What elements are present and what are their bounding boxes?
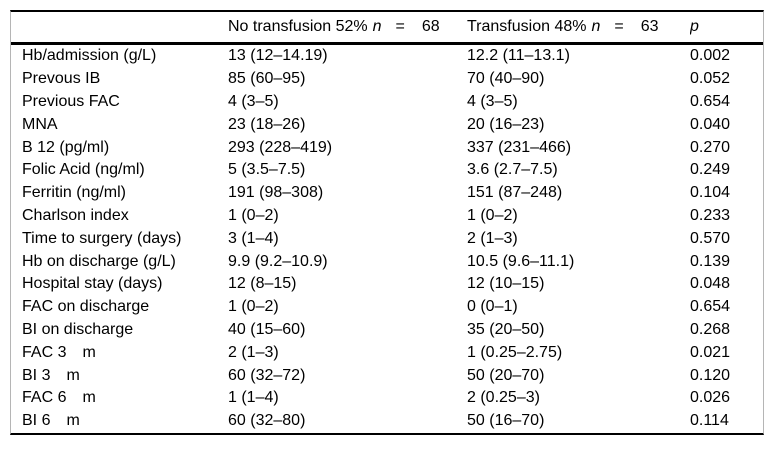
row-label: FAC 3 m xyxy=(22,343,96,361)
row-label: B 12 (pg/ml) xyxy=(22,138,110,156)
transfusion-value: 50 (20–70) xyxy=(467,366,545,384)
table-row: B 12 (pg/ml) 293 (228–419) 337 (231–466)… xyxy=(11,136,763,159)
no-transfusion-value: 5 (3.5–7.5) xyxy=(228,161,306,179)
table-row: BI 6 m 60 (32–80) 50 (16–70) 0.114 xyxy=(11,410,763,433)
table-row: MNA 23 (18–26) 20 (16–23) 0.040 xyxy=(11,113,763,136)
no-transfusion-value: 2 (1–3) xyxy=(228,343,279,361)
p-value: 0.139 xyxy=(690,252,731,270)
transfusion-value: 2 (1–3) xyxy=(467,229,518,247)
transfusion-value: 151 (87–248) xyxy=(467,184,563,202)
table-row: Prevous IB 85 (60–95) 70 (40–90) 0.052 xyxy=(11,68,763,91)
row-label: Time to surgery (days) xyxy=(22,229,182,247)
p-value: 0.654 xyxy=(690,92,731,110)
p-value: 0.002 xyxy=(690,47,731,65)
header-transfusion-equals: = xyxy=(614,18,624,35)
no-transfusion-value: 1 (1–4) xyxy=(228,389,279,407)
p-value: 0.233 xyxy=(690,206,731,224)
transfusion-value: 0 (0–1) xyxy=(467,298,518,316)
p-value: 0.040 xyxy=(690,115,731,133)
transfusion-value: 1 (0–2) xyxy=(467,206,518,224)
row-label: Previous FAC xyxy=(22,92,120,110)
p-value: 0.120 xyxy=(690,366,731,384)
transfusion-value: 70 (40–90) xyxy=(467,70,545,88)
table-row: Hb/admission (g/L) 13 (12–14.19) 12.2 (1… xyxy=(11,45,763,68)
p-value: 0.104 xyxy=(690,184,731,202)
p-value: 0.021 xyxy=(690,343,731,361)
no-transfusion-value: 85 (60–95) xyxy=(228,70,306,88)
table-row: Folic Acid (ng/ml) 5 (3.5–7.5) 3.6 (2.7–… xyxy=(11,159,763,182)
header-transfusion-n-symbol: n xyxy=(591,18,601,35)
p-value: 0.268 xyxy=(690,320,731,338)
row-label: BI on discharge xyxy=(22,320,134,338)
p-value: 0.048 xyxy=(690,275,731,293)
transfusion-value: 2 (0.25–3) xyxy=(467,389,540,407)
transfusion-value: 20 (16–23) xyxy=(467,115,545,133)
p-value: 0.052 xyxy=(690,70,731,88)
no-transfusion-value: 3 (1–4) xyxy=(228,229,279,247)
table-row: Previous FAC 4 (3–5) 4 (3–5) 0.654 xyxy=(11,91,763,114)
table-row: Hb on discharge (g/L) 9.9 (9.2–10.9) 10.… xyxy=(11,250,763,273)
transfusion-value: 12.2 (11–13.1) xyxy=(467,47,570,65)
row-label: Hospital stay (days) xyxy=(22,275,163,293)
p-value: 0.270 xyxy=(690,138,731,156)
transfusion-value: 1 (0.25–2.75) xyxy=(467,343,563,361)
row-label: Hb on discharge (g/L) xyxy=(22,252,176,270)
table-row: Charlson index 1 (0–2) 1 (0–2) 0.233 xyxy=(11,205,763,228)
table-row: Ferritin (ng/ml) 191 (98–308) 151 (87–24… xyxy=(11,182,763,205)
no-transfusion-value: 1 (0–2) xyxy=(228,206,279,224)
no-transfusion-value: 9.9 (9.2–10.9) xyxy=(228,252,328,270)
no-transfusion-value: 12 (8–15) xyxy=(228,275,297,293)
p-value: 0.570 xyxy=(690,229,731,247)
transfusion-value: 12 (10–15) xyxy=(467,275,545,293)
header-no-transfusion-equals: = xyxy=(395,18,405,35)
transfusion-value: 35 (20–50) xyxy=(467,320,545,338)
no-transfusion-value: 60 (32–80) xyxy=(228,412,306,430)
no-transfusion-value: 4 (3–5) xyxy=(228,92,279,110)
header-transfusion-label: Transfusion 48% xyxy=(467,18,587,35)
table-row: FAC 3 m 2 (1–3) 1 (0.25–2.75) 0.021 xyxy=(11,341,763,364)
transfusion-value: 10.5 (9.6–11.1) xyxy=(467,252,575,270)
table-row: BI on discharge 40 (15–60) 35 (20–50) 0.… xyxy=(11,319,763,342)
row-label: Prevous IB xyxy=(22,70,101,88)
no-transfusion-value: 40 (15–60) xyxy=(228,320,306,338)
header-no-transfusion-n-symbol: n xyxy=(372,18,382,35)
header-transfusion-group: Transfusion 48% n = 63 xyxy=(467,18,690,36)
row-label: Charlson index xyxy=(22,206,129,224)
table-row: FAC on discharge 1 (0–2) 0 (0–1) 0.654 xyxy=(11,296,763,319)
table-row: Time to surgery (days) 3 (1–4) 2 (1–3) 0… xyxy=(11,227,763,250)
row-label: Hb/admission (g/L) xyxy=(22,47,157,65)
table-row: Hospital stay (days) 12 (8–15) 12 (10–15… xyxy=(11,273,763,296)
row-label: BI 6 m xyxy=(22,412,80,430)
header-p-label: p xyxy=(690,18,699,35)
no-transfusion-value: 191 (98–308) xyxy=(228,184,324,202)
no-transfusion-value: 60 (32–72) xyxy=(228,366,306,384)
p-value: 0.654 xyxy=(690,298,731,316)
transfusion-outcomes-table: No transfusion 52% n = 68 Transfusion 48% n =… xyxy=(10,10,764,435)
p-value: 0.249 xyxy=(690,161,731,179)
no-transfusion-value: 13 (12–14.19) xyxy=(228,47,328,65)
transfusion-value: 4 (3–5) xyxy=(467,92,518,110)
header-no-transfusion-group: No transfusion 52% n = 68 xyxy=(228,18,467,36)
header-no-transfusion-n-value: 68 xyxy=(421,18,440,35)
row-label: Folic Acid (ng/ml) xyxy=(22,161,145,179)
table-header-row: No transfusion 52% n = 68 Transfusion 48% n =… xyxy=(11,12,763,45)
table-row: FAC 6 m 1 (1–4) 2 (0.25–3) 0.026 xyxy=(11,387,763,410)
no-transfusion-value: 293 (228–419) xyxy=(228,138,333,156)
transfusion-value: 337 (231–466) xyxy=(467,138,572,156)
transfusion-value: 50 (16–70) xyxy=(467,412,545,430)
header-transfusion-n-value: 63 xyxy=(640,18,659,35)
header-no-transfusion-label: No transfusion 52% xyxy=(228,18,368,35)
no-transfusion-value: 23 (18–26) xyxy=(228,115,306,133)
row-label: Ferritin (ng/ml) xyxy=(22,184,127,202)
row-label: BI 3 m xyxy=(22,366,80,384)
table-rows: Hb/admission (g/L) 13 (12–14.19) 12.2 (1… xyxy=(11,45,763,433)
row-label: MNA xyxy=(22,115,58,133)
row-label: FAC on discharge xyxy=(22,298,150,316)
no-transfusion-value: 1 (0–2) xyxy=(228,298,279,316)
table-row: BI 3 m 60 (32–72) 50 (20–70) 0.120 xyxy=(11,364,763,387)
transfusion-value: 3.6 (2.7–7.5) xyxy=(467,161,558,179)
p-value: 0.114 xyxy=(690,412,729,430)
row-label: FAC 6 m xyxy=(22,389,96,407)
p-value: 0.026 xyxy=(690,389,731,407)
